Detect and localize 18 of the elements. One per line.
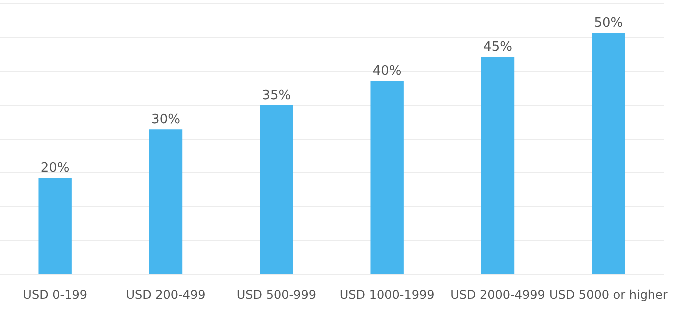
x-tick-label: USD 2000-4999	[450, 288, 546, 302]
data-label: 35%	[262, 88, 292, 104]
x-tick-label: USD 0-199	[23, 288, 88, 302]
bar	[370, 81, 404, 274]
bar	[149, 130, 183, 274]
bar	[481, 57, 515, 274]
x-tick-label: USD 1000-1999	[340, 288, 435, 302]
x-tick-label: USD 500-999	[236, 288, 316, 302]
data-label: 30%	[152, 112, 180, 128]
bar	[260, 105, 294, 274]
bar	[592, 32, 626, 274]
x-tick-label: USD 5000 or higher	[549, 288, 668, 302]
data-label: 45%	[484, 40, 512, 56]
x-tick-label: USD 200-499	[126, 288, 206, 302]
data-label: 20%	[40, 160, 70, 176]
bar	[38, 178, 72, 274]
data-label: 50%	[594, 16, 624, 31]
data-label: 40%	[372, 64, 402, 80]
